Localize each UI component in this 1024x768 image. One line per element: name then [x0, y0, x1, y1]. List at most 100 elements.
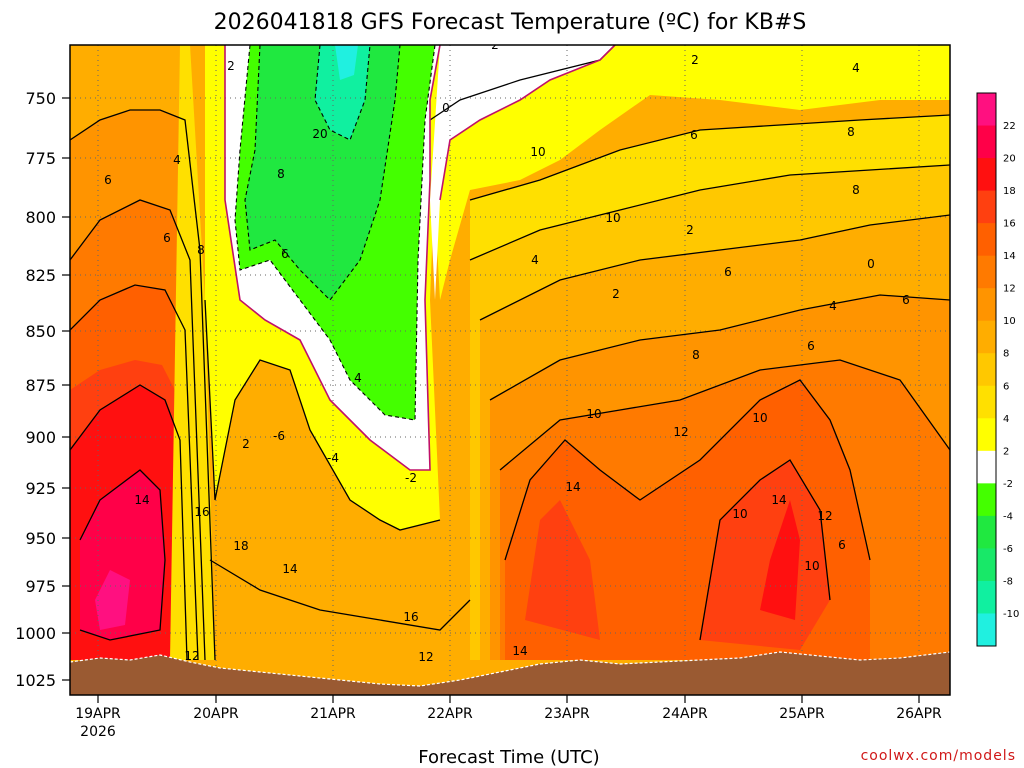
y-axis: 750 775 800 825 850 875 900 925 950 975 1000 1025 — [15, 89, 70, 690]
colorbar-label: -4 — [1003, 511, 1013, 522]
field-band-6-neg — [315, 45, 370, 140]
colorbar-label: 14 — [1003, 251, 1016, 262]
colorbar-swatch — [977, 288, 996, 322]
x-tick-label: 23APR — [544, 706, 590, 722]
contour-label: 10 — [732, 507, 747, 521]
contour-label: 10 — [804, 559, 819, 573]
field-band-4 — [170, 45, 215, 660]
colorbar-label: 6 — [1003, 381, 1009, 392]
field-band-0-b — [430, 45, 615, 300]
contour-label: 10 — [586, 407, 601, 421]
colorbar-swatch — [977, 190, 996, 224]
colorbar-swatch — [977, 125, 996, 159]
contour-label: 2 — [491, 38, 499, 52]
terrain-edge — [70, 651, 950, 687]
contour-label: 6 — [163, 231, 171, 245]
field-band-2-b — [430, 45, 950, 300]
contour-label: 12 — [817, 509, 832, 523]
contour-label: 16 — [403, 610, 418, 624]
contour-label: 14 — [512, 644, 527, 658]
y-tick-label: 1025 — [15, 671, 56, 690]
contour-label: 18 — [233, 539, 248, 553]
colorbar-swatch — [977, 385, 996, 419]
contour-label: 4 — [531, 253, 539, 267]
contour-lines — [70, 45, 950, 661]
colorbar: 22 20 18 16 14 12 10 8 6 4 2 -2 -4 -6 -8 -10 — [976, 92, 1019, 647]
colorbar-label: 16 — [1003, 219, 1016, 230]
colorbar-label: 10 — [1003, 316, 1016, 327]
colorbar-label: 4 — [1003, 414, 1009, 425]
contour-label: -4 — [327, 451, 339, 465]
contour-label: 12 — [184, 649, 199, 663]
field-band-16-right — [525, 500, 600, 640]
contour-label: 12 — [418, 650, 433, 664]
contour-label: 6 — [690, 128, 698, 142]
colorbar-label: 12 — [1003, 284, 1016, 295]
contour-label: 10 — [752, 411, 767, 425]
contour-label: 8 — [197, 243, 205, 257]
x-tick-label: 25APR — [779, 706, 825, 722]
contour-label: 14 — [282, 562, 297, 576]
contour-label: 2 — [691, 53, 699, 67]
colorbar-label: 8 — [1003, 349, 1009, 360]
colorbar-swatch — [977, 483, 996, 517]
colorbar-swatch — [977, 320, 996, 354]
field-band-8-neg — [335, 45, 358, 80]
x-axis-title: Forecast Time (UTC) — [418, 747, 599, 768]
contour-label: 8 — [277, 167, 285, 181]
contour-label: 8 — [692, 348, 700, 362]
credit-text: coolwx.com/models — [861, 748, 1016, 764]
contour-label: 16 — [194, 505, 209, 519]
contour-label: 4 — [354, 371, 362, 385]
contour-label: 14 — [565, 480, 580, 494]
contour-label: 8 — [852, 183, 860, 197]
colorbar-label: 22 — [1003, 121, 1016, 132]
x-tick-label: 21APR — [310, 706, 356, 722]
contour-label: 12 — [673, 425, 688, 439]
colorbar-swatch — [977, 515, 996, 549]
contour-label: -2 — [405, 471, 417, 485]
colorbar-swatch — [977, 450, 996, 484]
y-tick-label: 750 — [25, 89, 56, 108]
contour-label: 14 — [771, 493, 786, 507]
contour-label: 2 — [242, 437, 250, 451]
field-band-22 — [95, 570, 130, 630]
y-tick-label: 850 — [25, 322, 56, 341]
colorbar-swatch — [977, 353, 996, 387]
colorbar-label: -2 — [1003, 479, 1013, 490]
contour-label: 2 — [227, 59, 235, 73]
plot-frame — [69, 44, 951, 696]
terrain-ground — [70, 652, 950, 695]
colorbar-label: 18 — [1003, 186, 1016, 197]
contour-label: 10 — [530, 145, 545, 159]
colorbar-label: 20 — [1003, 154, 1016, 165]
x-axis: 19APR 2026 20APR 21APR 22APR 23APR 24APR 25APR 2… — [75, 695, 942, 740]
contour-label: 6 — [104, 173, 112, 187]
contour-label: 6 — [838, 538, 846, 552]
x-tick-label: 20APR — [193, 706, 239, 722]
y-tick-label: 800 — [25, 208, 56, 227]
y-tick-label: 900 — [25, 428, 56, 447]
contour-label: 2 — [612, 287, 620, 301]
contour-label: 4 — [852, 61, 860, 75]
colorbar-label: -10 — [1003, 609, 1019, 620]
colorbar-swatch — [977, 255, 996, 289]
contour-label: 6 — [281, 247, 289, 261]
colorbar-swatch — [977, 548, 996, 582]
x-tick-label: 24APR — [662, 706, 708, 722]
y-tick-label: 950 — [25, 529, 56, 548]
x-tick-label: 19APR — [75, 706, 121, 722]
colorbar-swatch — [977, 158, 996, 192]
contour-label: -6 — [273, 429, 285, 443]
x-tick-label: 26APR — [896, 706, 942, 722]
negative-contours — [234, 45, 436, 421]
colorbar-swatch — [977, 223, 996, 257]
contour-label: 0 — [867, 257, 875, 271]
colorbar-label: -8 — [1003, 576, 1013, 587]
y-tick-label: 825 — [25, 266, 56, 285]
colorbar-swatch — [977, 613, 996, 647]
